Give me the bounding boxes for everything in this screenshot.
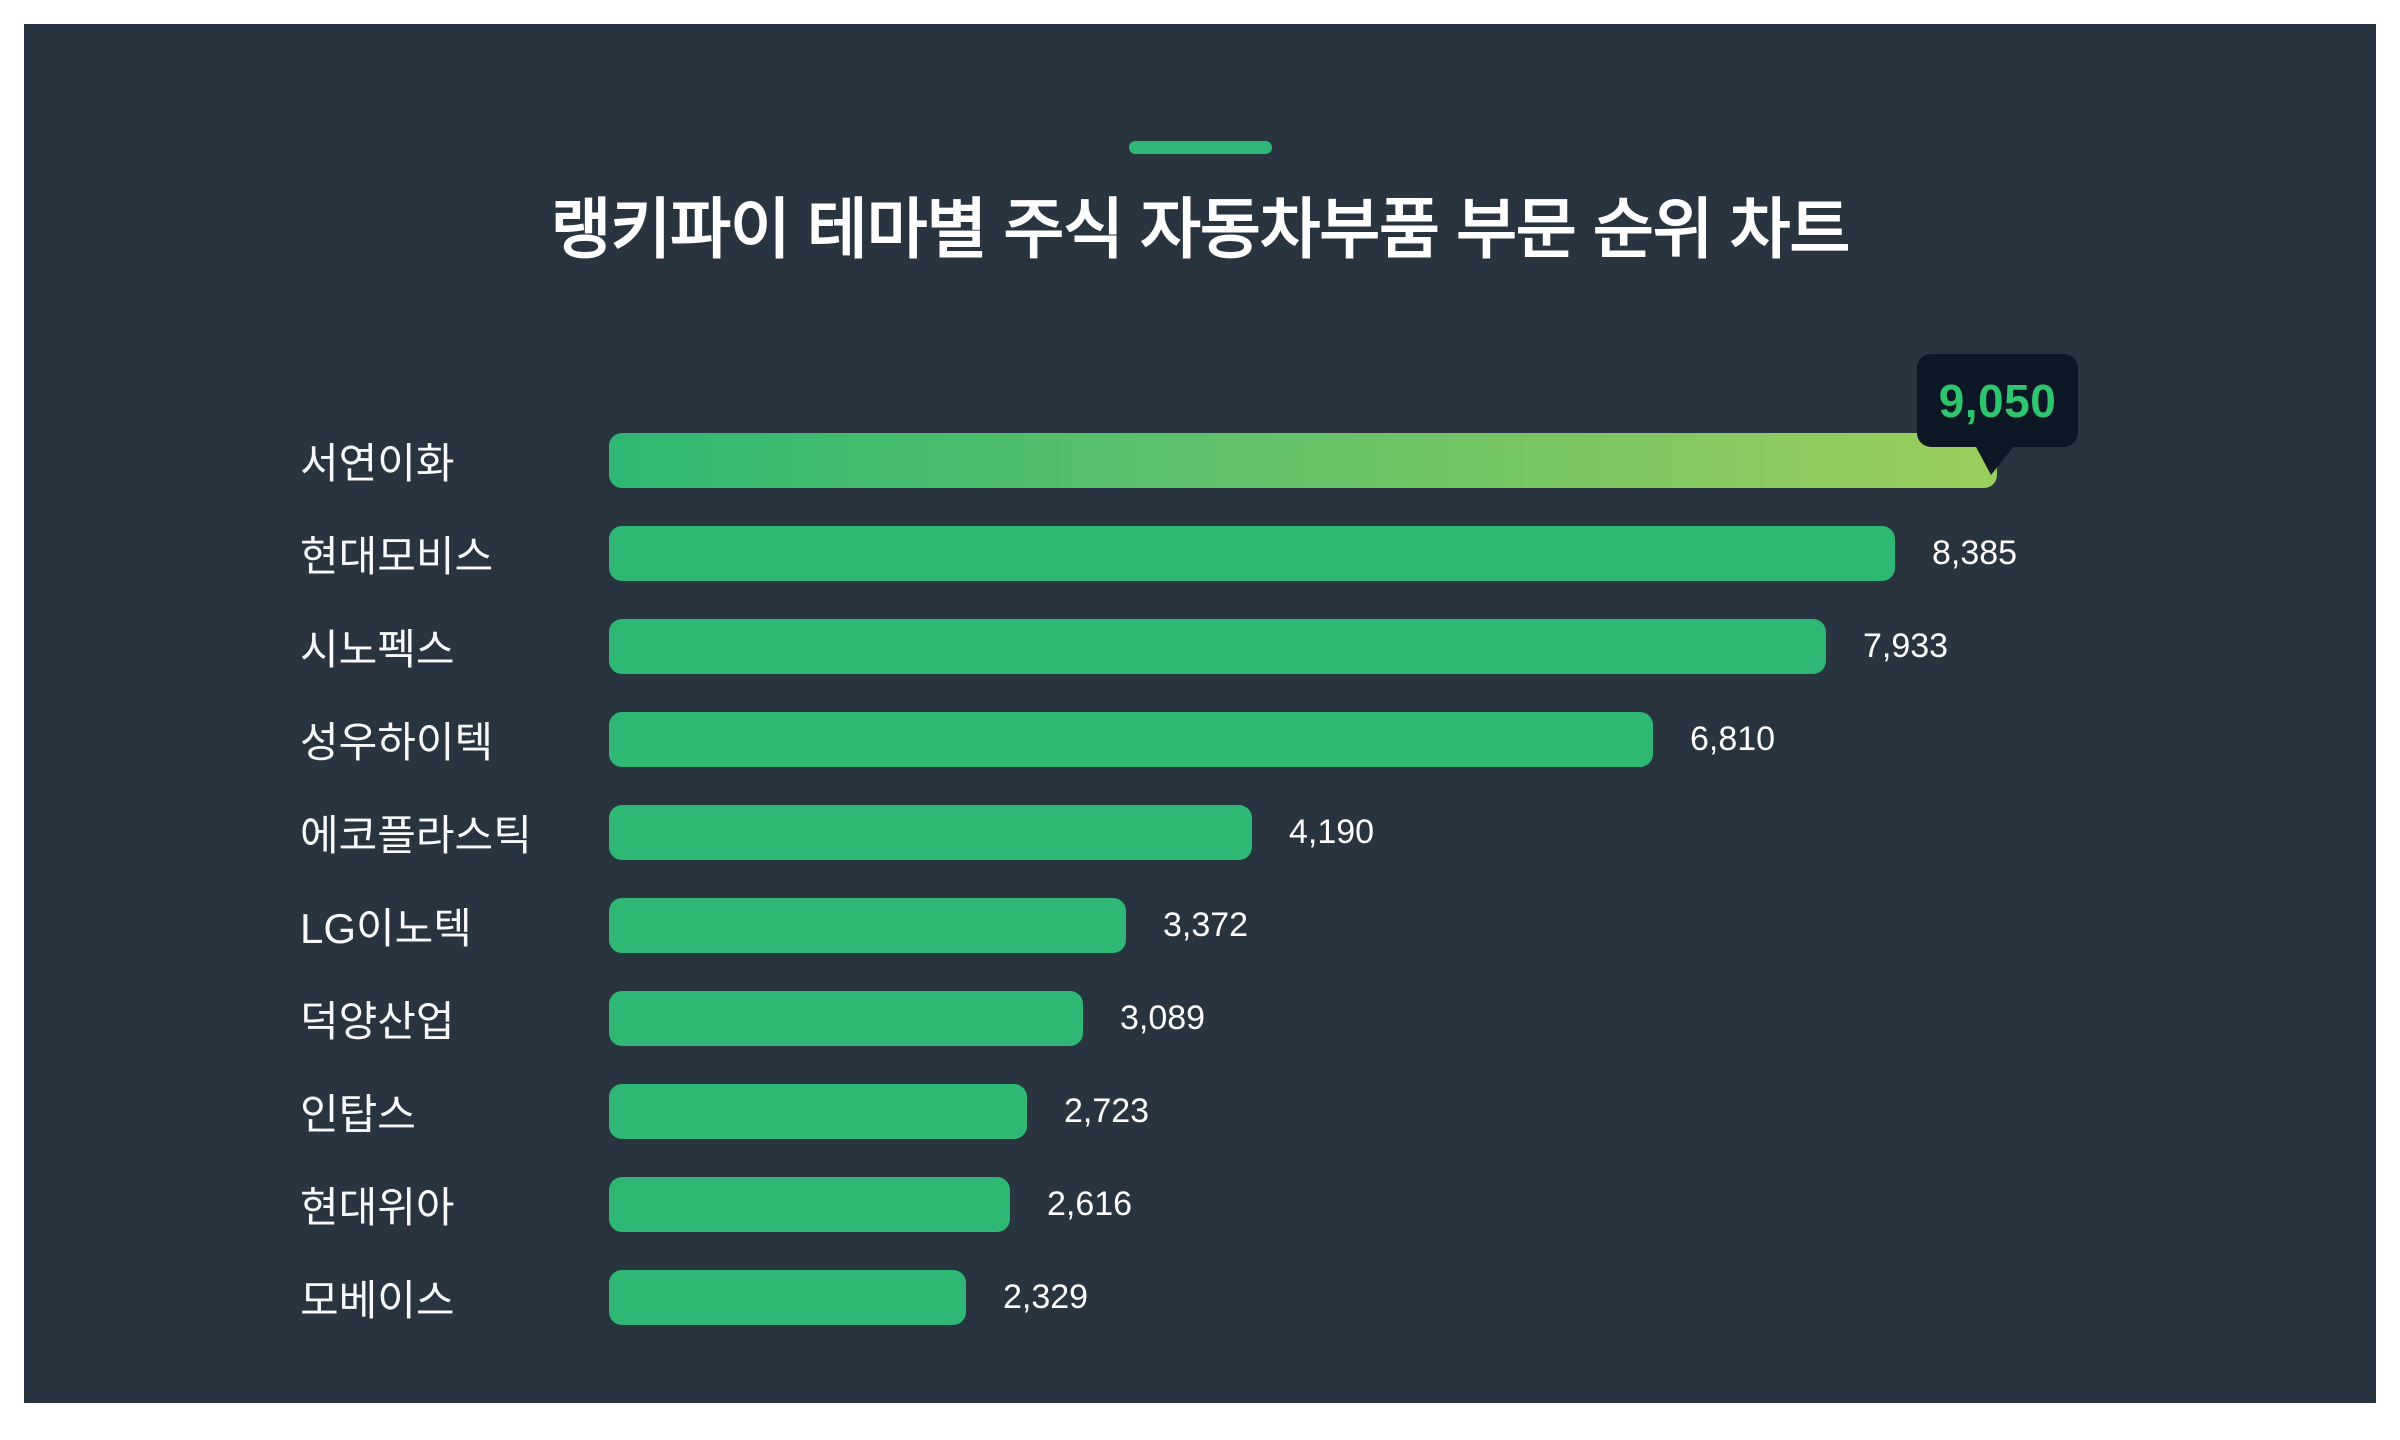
chart-row: LG이노텍 3,372	[24, 879, 2376, 972]
bar	[609, 805, 1252, 860]
value-label: 8,385	[1932, 534, 2018, 572]
category-label: 모베이스	[300, 1277, 455, 1324]
chart-row: 현대위아 2,616	[24, 1158, 2376, 1251]
category-label: 성우하이텍	[300, 719, 494, 766]
bar-leader	[609, 433, 1997, 488]
bar	[609, 526, 1895, 581]
value-label: 2,329	[1003, 1278, 1089, 1316]
chart-row: 모베이스 2,329	[24, 1251, 2376, 1344]
title-accent-dash	[1129, 141, 1272, 154]
chart-row: 서연이화	[24, 414, 2376, 507]
chart-row: 에코플라스틱 4,190	[24, 786, 2376, 879]
category-label: 현대위아	[300, 1184, 455, 1231]
bar	[609, 619, 1826, 674]
category-label: 서연이화	[300, 440, 455, 487]
category-label: 에코플라스틱	[300, 812, 532, 859]
chart-row: 시노펙스 7,933	[24, 600, 2376, 693]
bar	[609, 1270, 966, 1325]
value-label: 7,933	[1863, 627, 1949, 665]
value-label: 4,190	[1289, 813, 1375, 851]
leader-value-text: 9,050	[1938, 374, 2057, 427]
bar	[609, 1084, 1027, 1139]
chart-row: 현대모비스 8,385	[24, 507, 2376, 600]
chart-row: 인탑스 2,723	[24, 1065, 2376, 1158]
chart-title: 랭키파이 테마별 주식 자동차부품 부문 순위 차트	[550, 192, 1850, 266]
value-label: 2,723	[1064, 1092, 1150, 1130]
tooltip-pointer-icon	[1975, 445, 2015, 475]
bar	[609, 898, 1126, 953]
chart-row: 성우하이텍 6,810	[24, 693, 2376, 786]
bar	[609, 1177, 1010, 1232]
value-label: 2,616	[1047, 1185, 1133, 1223]
chart-row: 덕양산업 3,089	[24, 972, 2376, 1065]
category-label: 시노펙스	[300, 626, 455, 673]
category-label: LG이노텍	[300, 905, 472, 952]
category-label: 인탑스	[300, 1091, 416, 1138]
leader-value-tooltip: 9,050	[1917, 354, 2078, 475]
value-label: 3,089	[1120, 999, 1206, 1037]
bar	[609, 712, 1653, 767]
category-label: 덕양산업	[300, 998, 455, 1045]
bar	[609, 991, 1083, 1046]
category-label: 현대모비스	[300, 533, 494, 580]
value-label: 6,810	[1690, 720, 1776, 758]
value-label: 3,372	[1163, 906, 1249, 944]
